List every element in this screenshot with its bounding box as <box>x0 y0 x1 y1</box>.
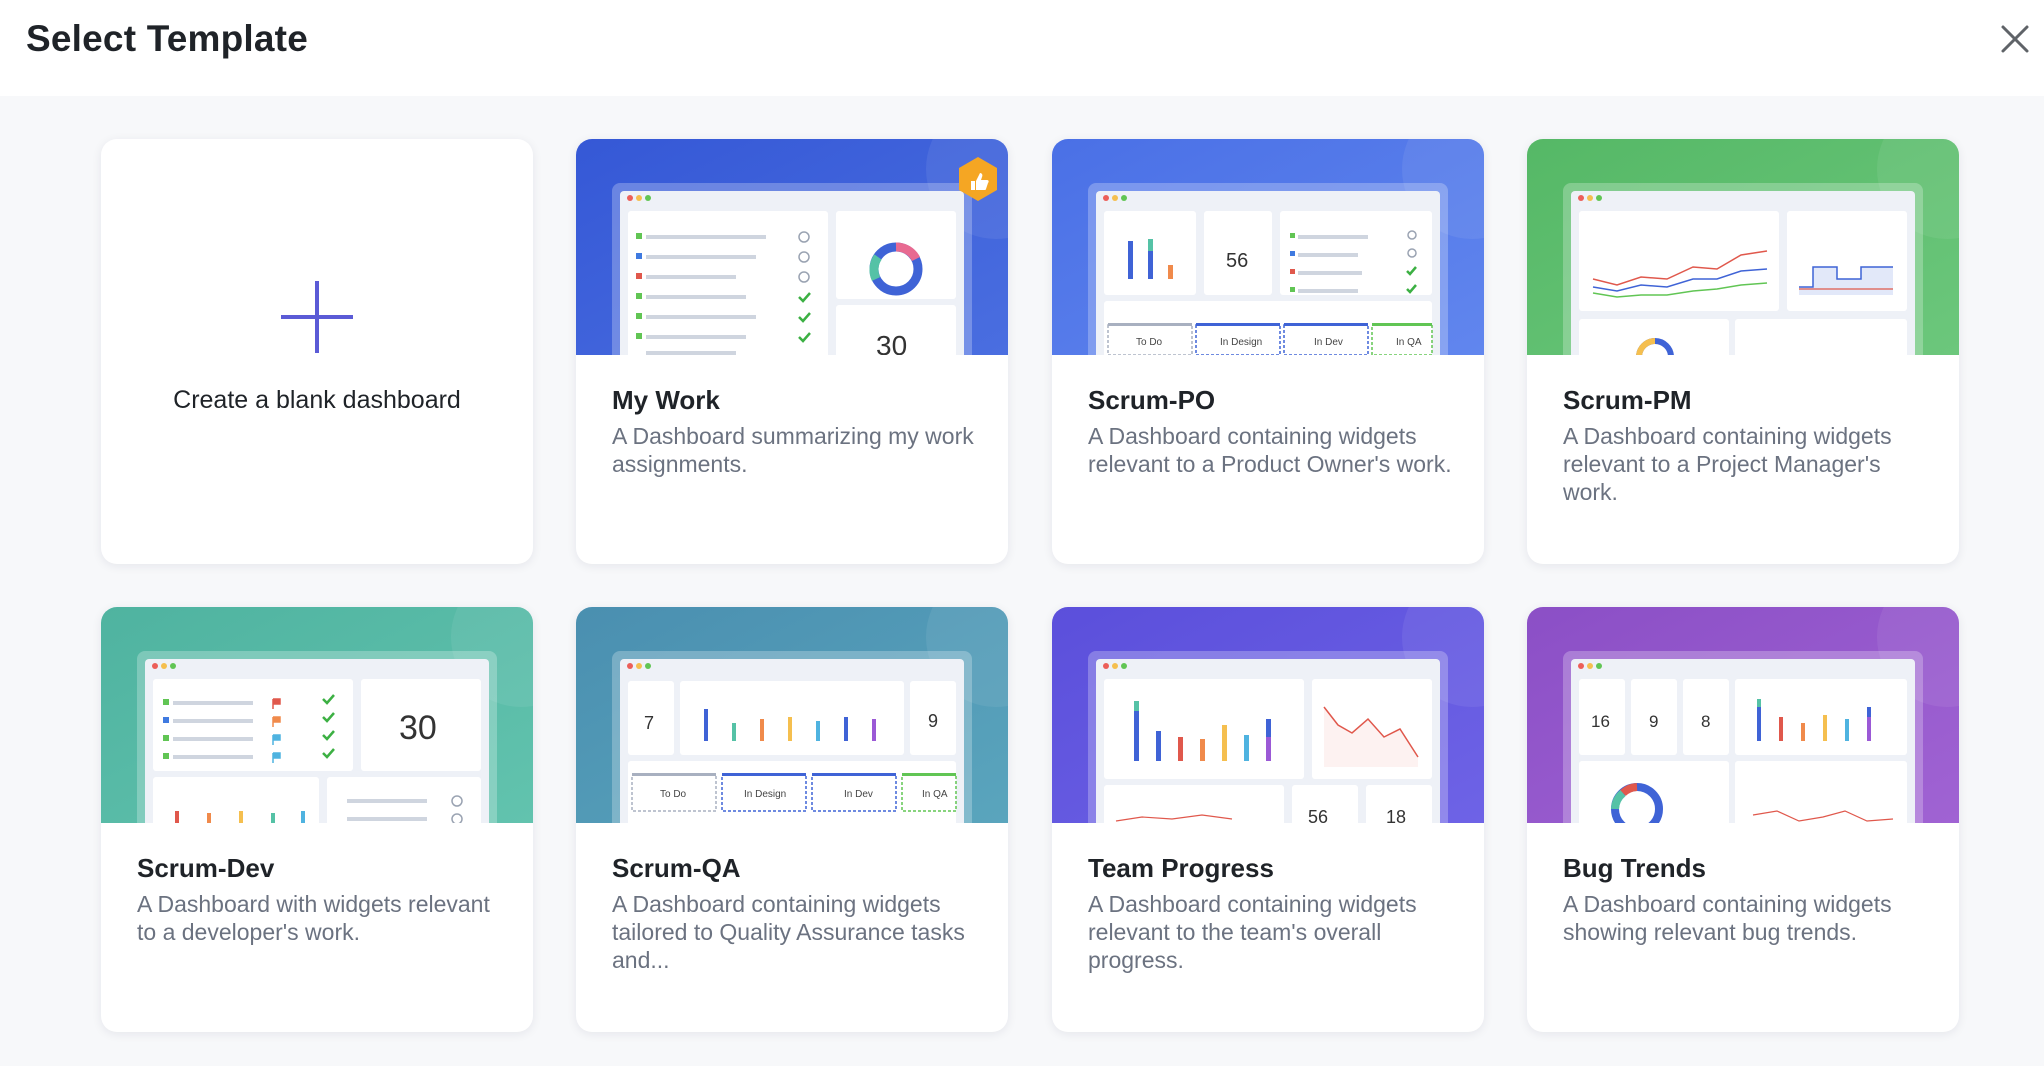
column-label: In Dev <box>844 789 873 800</box>
stat-value: 7 <box>644 713 654 733</box>
template-card-my-work[interactable]: 30 My Work A Dashboard summarizing my wo… <box>576 139 1008 564</box>
close-icon[interactable] <box>1998 22 2032 56</box>
create-blank-label: Create a blank dashboard <box>173 386 461 414</box>
create-blank-dashboard-card[interactable]: Create a blank dashboard <box>101 139 533 564</box>
template-title: Scrum-Dev <box>137 853 275 883</box>
svg-text:30: 30 <box>876 330 907 355</box>
template-title: Bug Trends <box>1563 853 1707 883</box>
stat-value: 56 <box>1226 250 1248 272</box>
column-label: In QA <box>922 789 948 800</box>
column-label: To Do <box>660 789 687 800</box>
template-preview: 30 <box>576 139 1008 355</box>
template-title: Scrum-PM <box>1563 385 1692 415</box>
template-description: A Dashboard containing widgets relevant … <box>1563 423 1892 505</box>
template-preview: 30 <box>101 607 533 823</box>
template-card-scrum-qa[interactable]: 7 9 To Do In Design In Dev In QA <box>576 607 1008 1032</box>
stat-value: 56 <box>1308 807 1328 823</box>
template-card-bug-trends[interactable]: 16 9 8 Bug Trends A Dashboard containing… <box>1527 607 1959 1032</box>
template-title: My Work <box>612 385 720 415</box>
dialog-header: Select Template <box>0 0 2044 96</box>
template-preview: 56 To Do In Design In Dev In QA <box>1052 139 1484 355</box>
template-description: A Dashboard containing widgets showing r… <box>1563 891 1892 945</box>
column-label: In QA <box>1396 337 1422 348</box>
template-preview: 56 18 <box>1052 607 1484 823</box>
column-label: To Do <box>1136 337 1163 348</box>
template-card-scrum-po[interactable]: 56 To Do In Design In Dev In QA Scrum-P <box>1052 139 1484 564</box>
template-description: A Dashboard containing widgets relevant … <box>1088 423 1452 477</box>
stat-value: 30 <box>399 709 437 747</box>
template-card-scrum-pm[interactable]: Scrum-PM A Dashboard containing widgets … <box>1527 139 1959 564</box>
template-description: A Dashboard containing widgets relevant … <box>1088 891 1417 973</box>
stat-value: 16 <box>1591 712 1610 731</box>
plus-icon <box>281 281 353 353</box>
column-label: In Dev <box>1314 337 1343 348</box>
template-title: Team Progress <box>1088 853 1274 883</box>
template-description: A Dashboard with widgets relevant to a d… <box>137 891 490 945</box>
stat-value: 9 <box>928 711 938 731</box>
template-description: A Dashboard containing widgets tailored … <box>612 891 965 973</box>
template-preview: 16 9 8 <box>1527 607 1959 823</box>
template-preview: 7 9 To Do In Design In Dev In QA <box>576 607 1008 823</box>
template-title: Scrum-QA <box>612 853 741 883</box>
dialog-title: Select Template <box>26 18 308 59</box>
template-card-scrum-dev[interactable]: 30 Scrum-Dev A Dashboard with widgets re… <box>101 607 533 1032</box>
template-description: A Dashboard summarizing my work assignme… <box>612 423 974 477</box>
template-title: Scrum-PO <box>1088 385 1216 415</box>
template-card-team-progress[interactable]: 56 18 Team Progress A Dashboard containi… <box>1052 607 1484 1032</box>
column-label: In Design <box>1220 337 1262 348</box>
stat-value: 9 <box>1649 712 1658 731</box>
column-label: In Design <box>744 789 786 800</box>
stat-value: 18 <box>1386 807 1406 823</box>
stat-value: 8 <box>1701 712 1710 731</box>
template-preview <box>1527 139 1959 355</box>
